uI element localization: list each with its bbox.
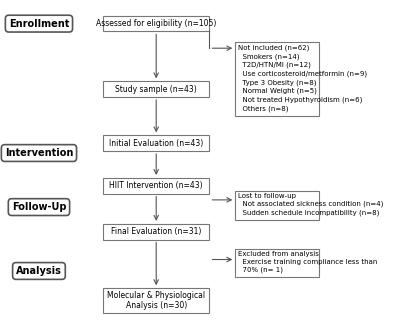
Text: Sudden schedule incompatibility (n=8): Sudden schedule incompatibility (n=8) [238,209,380,216]
FancyBboxPatch shape [103,81,210,97]
FancyBboxPatch shape [235,42,319,116]
Text: Final Evaluation (n=31): Final Evaluation (n=31) [111,227,201,236]
FancyBboxPatch shape [103,178,210,194]
FancyBboxPatch shape [103,135,210,151]
FancyBboxPatch shape [235,191,319,220]
Text: Normal Weight (n=5): Normal Weight (n=5) [238,88,317,94]
Text: Use corticosteroid/metformin (n=9): Use corticosteroid/metformin (n=9) [238,70,367,77]
Text: Not included (n=62): Not included (n=62) [238,44,310,51]
Text: Enrollment: Enrollment [9,19,69,29]
Text: Excluded from analysis: Excluded from analysis [238,251,319,257]
Text: 70% (n= 1): 70% (n= 1) [238,266,283,273]
Text: Initial Evaluation (n=43): Initial Evaluation (n=43) [109,139,203,148]
Text: Exercise training compliance less than: Exercise training compliance less than [238,259,378,265]
Text: Smokers (n=14): Smokers (n=14) [238,53,300,60]
FancyBboxPatch shape [103,16,210,32]
Text: Not associated sickness condition (n=4): Not associated sickness condition (n=4) [238,201,384,208]
Text: Lost to follow-up: Lost to follow-up [238,193,296,199]
Text: Not treated Hypothyroidism (n=6): Not treated Hypothyroidism (n=6) [238,96,362,103]
Text: Assessed for eligibility (n=105): Assessed for eligibility (n=105) [96,19,216,28]
Text: HIIT Intervention (n=43): HIIT Intervention (n=43) [109,181,203,190]
Text: Molecular & Physiological
Analysis (n=30): Molecular & Physiological Analysis (n=30… [107,291,205,310]
Text: Type 3 Obesity (n=8): Type 3 Obesity (n=8) [238,79,317,86]
Text: Follow-Up: Follow-Up [12,202,66,212]
Text: Analysis: Analysis [16,266,62,276]
Text: Intervention: Intervention [5,148,73,158]
FancyBboxPatch shape [103,224,210,240]
Text: Others (n=8): Others (n=8) [238,105,289,112]
Text: Study sample (n=43): Study sample (n=43) [115,85,197,94]
FancyBboxPatch shape [235,249,319,277]
Text: T2D/HTN/MI (n=12): T2D/HTN/MI (n=12) [238,62,311,68]
FancyBboxPatch shape [103,288,210,313]
